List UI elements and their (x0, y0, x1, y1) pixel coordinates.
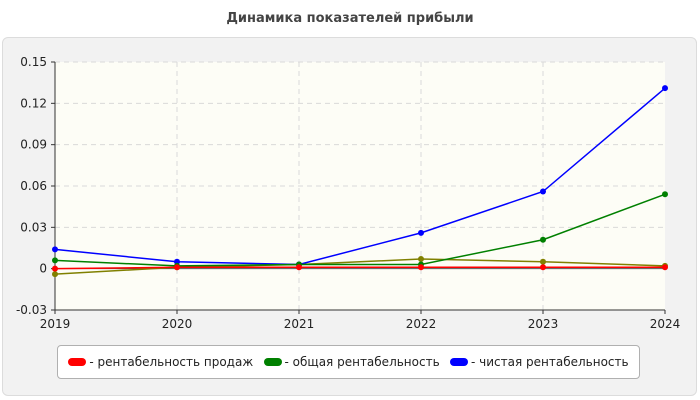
data-point-1-5[interactable] (662, 191, 668, 198)
legend-item-sales-profitability[interactable]: - рентабельность продаж (68, 355, 253, 369)
data-point-2-3[interactable] (418, 229, 424, 236)
y-tick-label: 0 (39, 262, 47, 276)
x-tick-label: 2024 (650, 317, 681, 331)
legend-label: - чистая рентабельность (471, 355, 629, 369)
legend-item-net-profitability[interactable]: - чистая рентабельность (450, 355, 629, 369)
legend-label: - общая рентабельность (284, 355, 440, 369)
series-line-2 (54, 87, 666, 266)
x-tick-label: 2023 (528, 317, 559, 331)
legend-swatch-green (263, 358, 282, 366)
data-point-2-0[interactable] (52, 246, 58, 253)
legend: - рентабельность продаж - общая рентабел… (57, 345, 640, 379)
data-point-0-2[interactable] (296, 264, 302, 271)
legend-label: - рентабельность продаж (89, 355, 254, 369)
data-point-0-1[interactable] (174, 264, 180, 271)
data-point-2-4[interactable] (540, 188, 546, 195)
series-line-1 (54, 193, 666, 267)
data-point-0-4[interactable] (540, 264, 546, 271)
y-tick-label: 0.03 (20, 220, 47, 234)
data-point-2-1[interactable] (174, 258, 180, 265)
y-tick-label: -0.03 (16, 303, 47, 317)
data-point-3-3[interactable] (418, 256, 424, 263)
legend-item-total-profitability[interactable]: - общая рентабельность (263, 355, 440, 369)
y-tick-label: 0.12 (20, 96, 47, 110)
y-tick-label: 0.06 (20, 179, 47, 193)
x-tick-label: 2022 (406, 317, 437, 331)
data-point-0-0[interactable] (52, 265, 58, 272)
y-tick-label: 0.09 (20, 138, 47, 152)
data-point-1-0[interactable] (52, 257, 58, 264)
chart-title: Динамика показателей прибыли (226, 11, 474, 26)
data-point-2-5[interactable] (662, 85, 668, 92)
y-tick-label: 0.15 (20, 55, 47, 69)
data-point-0-5[interactable] (662, 264, 668, 271)
data-point-3-0[interactable] (52, 271, 58, 278)
data-point-3-4[interactable] (540, 258, 546, 265)
x-tick-label: 2020 (162, 317, 193, 331)
series-line-0 (54, 266, 665, 270)
legend-swatch-red (68, 358, 87, 366)
data-point-0-3[interactable] (418, 264, 424, 271)
x-tick-label: 2021 (284, 317, 315, 331)
legend-swatch-blue (450, 358, 469, 366)
x-tick-label: 2019 (40, 317, 71, 331)
data-point-1-4[interactable] (540, 236, 546, 243)
series-line-3 (54, 258, 666, 275)
